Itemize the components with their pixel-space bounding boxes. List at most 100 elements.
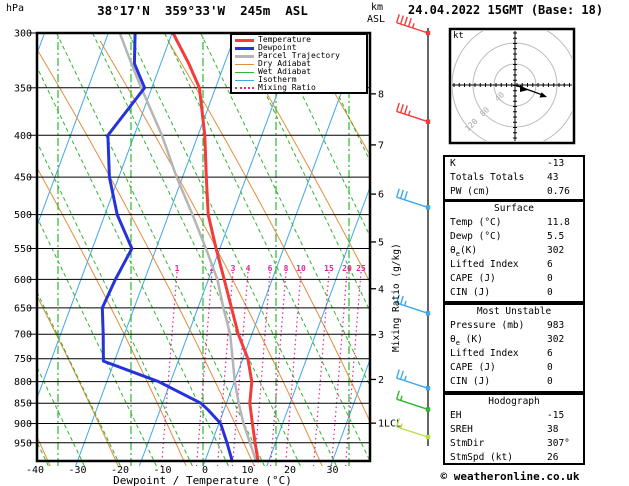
legend-swatch-temperature [235,38,254,42]
mixing-ratio-label: 15 [324,264,334,273]
mixing-ratio-label: 10 [296,264,306,273]
temperature-curve [171,33,260,463]
mixing-ratio-label: 8 [284,264,289,273]
legend-item: Dewpoint [232,44,366,52]
pressure-tick-label: 450 [14,173,32,184]
pressure-tick-label: 600 [14,275,32,286]
dry-adiabat-lines [37,40,370,466]
table-row: Lifted Index 6 [445,258,583,272]
table-row: SREH 38 [445,423,583,437]
table-row-value: -15 [547,410,565,421]
legend-box: Temperature Dewpoint Parcel Trajectory Dry … [230,33,368,94]
table-row-label: θe(K) [450,245,478,258]
table-row: StmSpd (kt) 26 [445,451,583,465]
pressure-tick-label: 500 [14,210,32,221]
table-row: EH -15 [445,409,583,423]
table-row-label: CAPE (J) [450,273,496,284]
legend-swatch-dewpoint [235,46,254,50]
stats-table-indices: K -13 Totals Totals 43 PW (cm) 0.76 [443,155,585,201]
table-row-value: 983 [547,320,565,331]
dewpoint-curve [100,33,234,463]
pressure-tick-label: 350 [14,83,32,94]
table-row-label: StmDir [450,438,485,449]
table-row-label: SREH [450,424,473,435]
table-row-value: 0 [547,287,553,298]
table-row-value: 43 [547,172,559,183]
table-row: Pressure (mb) 983 [445,319,583,333]
table-row-label: K [450,158,456,169]
plot-border [35,31,372,463]
altitude-tick-label: 4 [378,284,384,295]
table-row: θe (K) 302 [445,333,583,347]
table-header: Most Unstable [476,306,552,317]
altitude-tick-label: 1LCL [378,419,402,430]
table-row-label: PW (cm) [450,186,491,197]
mixing-ratio-label: 6 [268,264,273,273]
pressure-tick-label: 850 [14,399,32,410]
altitude-tick-label: 2 [378,375,384,386]
wind-barb [395,390,431,412]
table-row-label: EH [450,410,462,421]
pressure-tick-label: 550 [14,244,32,255]
background-line-families [37,33,370,466]
table-row: Dewp (°C) 5.5 [445,230,583,244]
table-row-value: 26 [547,452,559,463]
wind-barb [395,369,431,391]
mixing-ratio-lines [160,271,362,466]
altitude-tick-label: 6 [378,190,384,201]
table-row-label: Temp (°C) [450,217,502,228]
legend-item: Isotherm [232,76,366,84]
legend-label: Isotherm [258,75,297,84]
copyright-footer: © weatheronline.co.uk [440,470,580,483]
hodograph-storm-vector [514,84,545,97]
table-row: θe(K) 302 [445,244,583,258]
altitude-tick-label: 7 [378,140,384,151]
pressure-tick-label: 300 [14,29,32,40]
pressure-tick-label: 800 [14,377,32,388]
table-row: CAPE (J) 0 [445,361,583,375]
legend-item: Wet Adiabat [232,68,366,76]
table-row-value: -13 [547,158,565,169]
legend-label: Dewpoint [258,43,297,52]
stats-table-hodograph: Hodograph EH -15 SREH 38 StmDir 307° StmSpd (kt… [443,393,585,465]
table-row-value: 302 [547,245,565,256]
table-row: PW (cm) 0.76 [445,185,583,199]
pressure-tick-label: 650 [14,303,32,314]
altitude-axis-unit-km: km [371,2,384,13]
table-header: Surface [493,203,535,214]
mixing-ratio-label: 4 [246,264,251,273]
table-row: K -13 [445,157,583,171]
legend-item: Parcel Trajectory [232,52,366,60]
table-row-label: CIN (J) [450,376,491,387]
altitude-tick-label: 8 [378,89,384,100]
wind-barb [395,294,431,316]
temp-tick-label: -20 [111,465,129,476]
table-row-value: 307° [547,438,570,449]
table-row-value: 5.5 [547,231,565,242]
table-row: CIN (J) 0 [445,375,583,389]
pressure-tick-label: 700 [14,330,32,341]
wind-barb [395,102,431,124]
table-row: CAPE (J) 0 [445,272,583,286]
stats-table-surface: Surface Temp (°C) 11.8 Dewp (°C) 5.5 θe(K) 302… [443,200,585,303]
table-row-label: Lifted Index [450,259,519,270]
wind-barb [395,188,431,210]
pressure-axis-unit: hPa [6,3,25,14]
table-row-value: 0 [547,273,553,284]
table-row-label: θe (K) [450,334,483,347]
table-row-label: CIN (J) [450,287,491,298]
legend-item: Mixing Ratio [232,84,366,92]
legend-swatch-mixing-ratio [235,87,254,89]
temp-tick-label: 0 [202,465,208,476]
legend-swatch-parcel-trajectory [235,54,254,58]
legend-swatch-dry-adiabat [235,63,254,65]
legend-label: Temperature [258,35,311,44]
table-row-label: Pressure (mb) [450,320,525,331]
wind-barb-column [395,14,431,446]
legend-label: Dry Adiabat [258,59,311,68]
table-row: Temp (°C) 11.8 [445,216,583,230]
table-row-label: Totals Totals [450,172,525,183]
